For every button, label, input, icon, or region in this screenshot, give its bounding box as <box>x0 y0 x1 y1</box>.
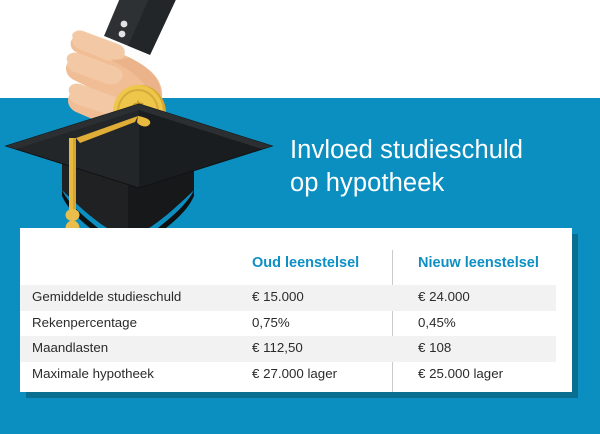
row-value-nieuw: € 108 <box>418 340 452 355</box>
column-divider <box>392 250 393 392</box>
row-value-nieuw: € 25.000 lager <box>418 365 504 381</box>
row-label: Maximale hypotheek <box>32 365 154 381</box>
row-value-nieuw: € 24.000 <box>418 289 470 304</box>
table-row: Maandlasten € 112,50 € 108 <box>20 336 556 362</box>
row-value-oud: € 27.000 lager <box>252 365 338 381</box>
row-value-oud: € 15.000 <box>252 289 304 304</box>
row-label: Rekenpercentage <box>32 314 137 330</box>
table-row: Rekenpercentage 0,75% 0,45% <box>20 311 556 337</box>
row-label: Maandlasten <box>32 340 109 355</box>
row-value-oud: € 112,50 <box>252 340 303 355</box>
row-value-oud: 0,75% <box>252 314 290 330</box>
background-band-white <box>0 0 600 98</box>
page-title-line-2: op hypotheek <box>290 169 445 197</box>
table-row: Maximale hypotheek € 27.000 lager € 25.0… <box>20 362 556 388</box>
page-title-line-1: Invloed studieschuld <box>290 136 524 164</box>
column-header-nieuw-leenstelsel: Nieuw leenstelsel <box>418 255 539 271</box>
table-header-row: Oud leenstelsel Nieuw leenstelsel <box>20 228 572 285</box>
row-label: Gemiddelde studieschuld <box>32 289 182 304</box>
page-title: Invloed studieschuld op hypotheek <box>290 134 590 200</box>
comparison-table: Oud leenstelsel Nieuw leenstelsel Gemidd… <box>20 228 572 392</box>
row-value-nieuw: 0,45% <box>418 314 456 330</box>
table-row: Gemiddelde studieschuld € 15.000 € 24.00… <box>20 285 556 311</box>
table-body: Gemiddelde studieschuld € 15.000 € 24.00… <box>20 285 572 387</box>
column-header-oud-leenstelsel: Oud leenstelsel <box>252 255 360 271</box>
